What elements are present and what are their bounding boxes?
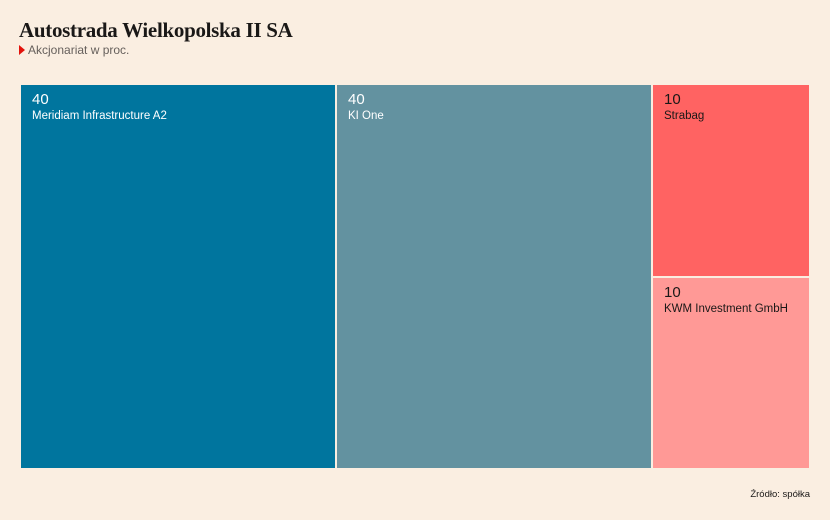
subtitle-text: Akcjonariat w proc. xyxy=(28,43,130,57)
cell-name-label: KI One xyxy=(348,110,384,122)
cell-value-label: 10 xyxy=(664,91,681,108)
cell-value-label: 10 xyxy=(664,283,681,301)
cell-name-label: Strabag xyxy=(664,110,705,122)
cell-value-label: 40 xyxy=(32,91,49,108)
cell-name-label: KWM Investment GmbH xyxy=(664,302,788,315)
treemap: 40 Meridiam Infrastructure A2 40 KI One 10 St… xyxy=(20,84,810,469)
treemap-cell: 10 Strabag xyxy=(652,84,810,277)
chart-title: Autostrada Wielkopolska II SA xyxy=(19,18,293,42)
treemap-cell: 40 KI One xyxy=(336,84,652,469)
cell-name-label: Meridiam Infrastructure A2 xyxy=(32,110,167,122)
chart-subtitle: Akcjonariat w proc. xyxy=(19,43,129,57)
source-note: Źródło: spółka xyxy=(750,489,810,500)
cell-value-label: 40 xyxy=(348,91,365,108)
treemap-cell: 10 KWM Investment GmbH xyxy=(652,276,810,469)
subtitle-marker-icon xyxy=(19,45,25,55)
treemap-cell: 40 Meridiam Infrastructure A2 xyxy=(20,84,336,469)
